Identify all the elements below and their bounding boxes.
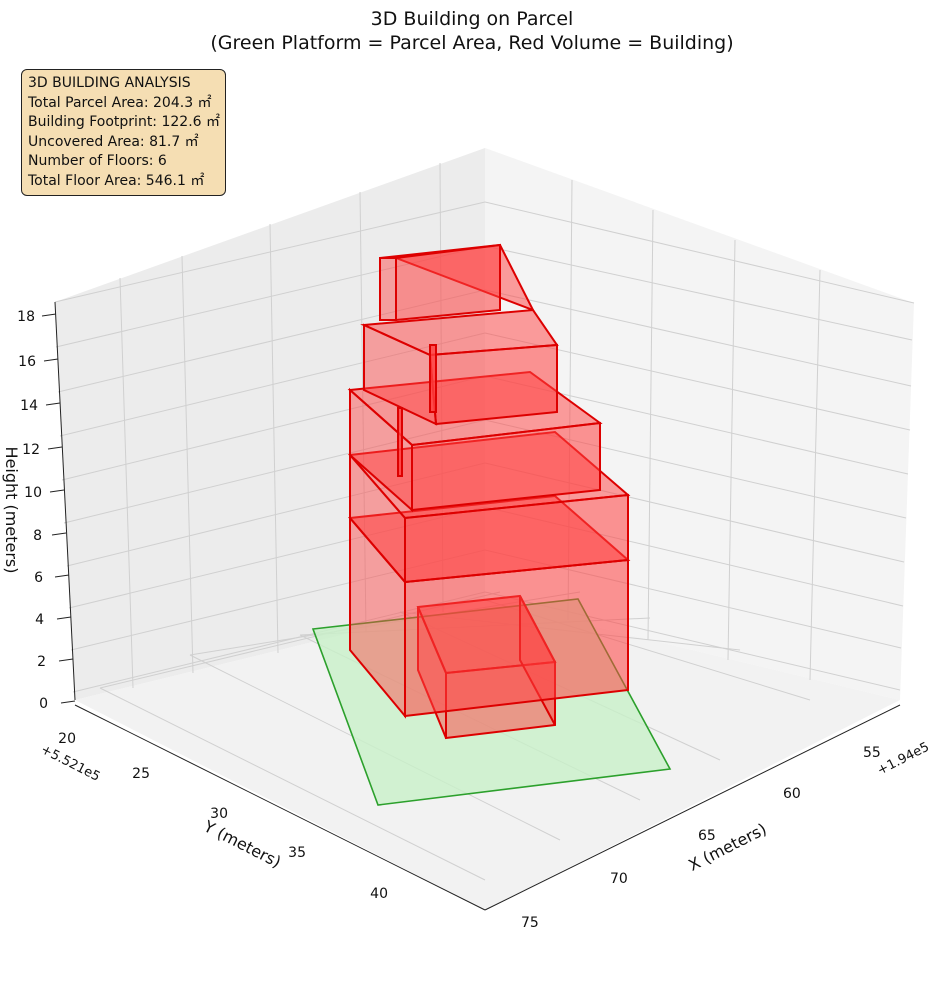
z-tick-label: 0 <box>39 696 48 712</box>
z-tick-mark <box>58 658 74 662</box>
grid-line <box>484 201 915 304</box>
x-tick-label: 65 <box>698 828 716 844</box>
info-uncovered-area: Uncovered Area: 81.7 ㎡ <box>28 133 199 150</box>
y-offset-label: +5.521e5 <box>38 742 102 785</box>
z-tick-label: 2 <box>37 654 46 670</box>
grid-line <box>119 277 134 689</box>
building-face <box>349 452 406 585</box>
y-tick-label: 30 <box>210 806 228 822</box>
z-tick-mark <box>49 489 65 493</box>
z-tick-label: 10 <box>24 485 42 501</box>
building-face <box>404 558 629 718</box>
z-tick-mark <box>56 616 72 620</box>
z-axis-label: Height (meters) <box>2 447 21 574</box>
grid-line <box>54 201 486 303</box>
grid-line <box>809 269 821 681</box>
y-tick-label: 20 <box>58 731 76 747</box>
building-face <box>428 343 558 426</box>
grid-line <box>269 223 279 654</box>
z-axis-line <box>54 301 76 701</box>
z-tick-label: 16 <box>18 354 36 370</box>
info-parcel-area: Total Parcel Area: 204.3 ㎡ <box>28 94 212 111</box>
grid-line <box>484 245 913 341</box>
grid-line <box>727 239 736 661</box>
z-tick-label: 4 <box>35 612 44 628</box>
building-face <box>363 323 438 426</box>
z-tick-marks <box>41 313 76 704</box>
z-tick-label: 18 <box>17 309 35 325</box>
analysis-info-box: 3D BUILDING ANALYSIS Total Parcel Area: … <box>21 69 226 196</box>
x-tick-label: 55 <box>863 745 881 761</box>
chart-subtitle: (Green Platform = Parcel Area, Red Volum… <box>210 32 734 54</box>
z-tick-label: 6 <box>34 570 43 586</box>
z-tick-label: 8 <box>33 528 42 544</box>
y-axis-label: Y (meters) <box>200 816 284 871</box>
grid-line <box>59 332 486 437</box>
info-total-floor-area: Total Floor Area: 546.1 ㎡ <box>28 172 205 189</box>
z-tick-mark <box>54 574 70 578</box>
chart-title: 3D Building on Parcel <box>370 8 574 30</box>
building-face <box>397 407 403 477</box>
z-tick-label: 14 <box>20 398 38 414</box>
info-heading: 3D BUILDING ANALYSIS <box>28 75 191 91</box>
left-pane <box>55 148 485 700</box>
building-volume <box>347 243 631 740</box>
x-offset-label: +1.94e5 <box>875 740 932 779</box>
grid-line <box>484 289 912 387</box>
x-tick-label: 75 <box>521 915 539 931</box>
info-number-of-floors: Number of Floors: 6 <box>28 153 167 169</box>
x-tick-label: 60 <box>783 786 801 802</box>
z-tick-label: 12 <box>22 442 40 458</box>
building-face <box>379 257 397 321</box>
building-face <box>429 344 437 413</box>
grid-line <box>359 191 367 633</box>
z-tick-mark <box>51 532 67 536</box>
grid-line <box>99 687 486 881</box>
y-tick-label: 35 <box>288 845 306 861</box>
z-tick-mark <box>45 402 61 406</box>
grid-line <box>181 255 194 674</box>
building-face <box>395 243 501 322</box>
building-face <box>349 387 413 513</box>
y-tick-label: 25 <box>132 766 150 782</box>
info-building-footprint: Building Footprint: 122.6 ㎡ <box>28 114 221 130</box>
x-tick-label: 70 <box>610 871 628 887</box>
y-tick-label: 40 <box>370 886 388 902</box>
grid-line <box>647 209 654 641</box>
z-tick-mark <box>47 446 63 450</box>
z-tick-mark <box>41 313 57 317</box>
z-tick-mark <box>60 700 76 704</box>
x-axis-line <box>484 704 901 911</box>
y-axis-line <box>74 704 486 911</box>
z-tick-mark <box>43 358 59 362</box>
